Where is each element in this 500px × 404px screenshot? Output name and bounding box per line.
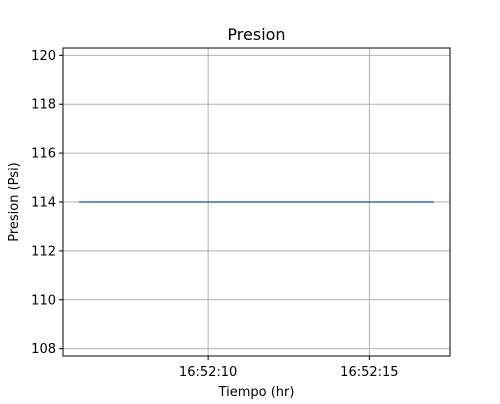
x-axis-label: Tiempo (hr) bbox=[218, 385, 295, 400]
y-tick-label: 120 bbox=[31, 49, 56, 64]
y-tick-label: 114 bbox=[31, 196, 56, 211]
y-tick-label: 110 bbox=[31, 293, 56, 308]
y-tick-label: 116 bbox=[31, 147, 56, 162]
y-axis-label: Presion (Psi) bbox=[7, 162, 22, 242]
x-tick-label: 16:52:10 bbox=[179, 365, 237, 380]
tick-layer: 108 110 112 114 116 118 120 16:52:10 16:52:15 bbox=[31, 49, 398, 380]
x-tick-label: 16:52:15 bbox=[340, 365, 398, 380]
y-tick-label: 118 bbox=[31, 98, 56, 113]
y-tick-label: 108 bbox=[31, 342, 56, 357]
chart-title: Presion bbox=[227, 25, 285, 44]
y-tick-label: 112 bbox=[31, 244, 56, 259]
